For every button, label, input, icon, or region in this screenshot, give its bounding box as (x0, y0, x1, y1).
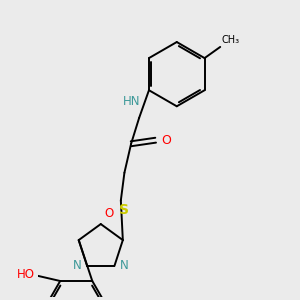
Text: O: O (161, 134, 171, 147)
Text: HN: HN (123, 95, 141, 108)
Text: O: O (104, 208, 114, 220)
Text: HO: HO (17, 268, 35, 281)
Text: S: S (119, 203, 129, 217)
Text: N: N (73, 259, 82, 272)
Text: N: N (120, 259, 128, 272)
Text: CH₃: CH₃ (222, 35, 240, 45)
